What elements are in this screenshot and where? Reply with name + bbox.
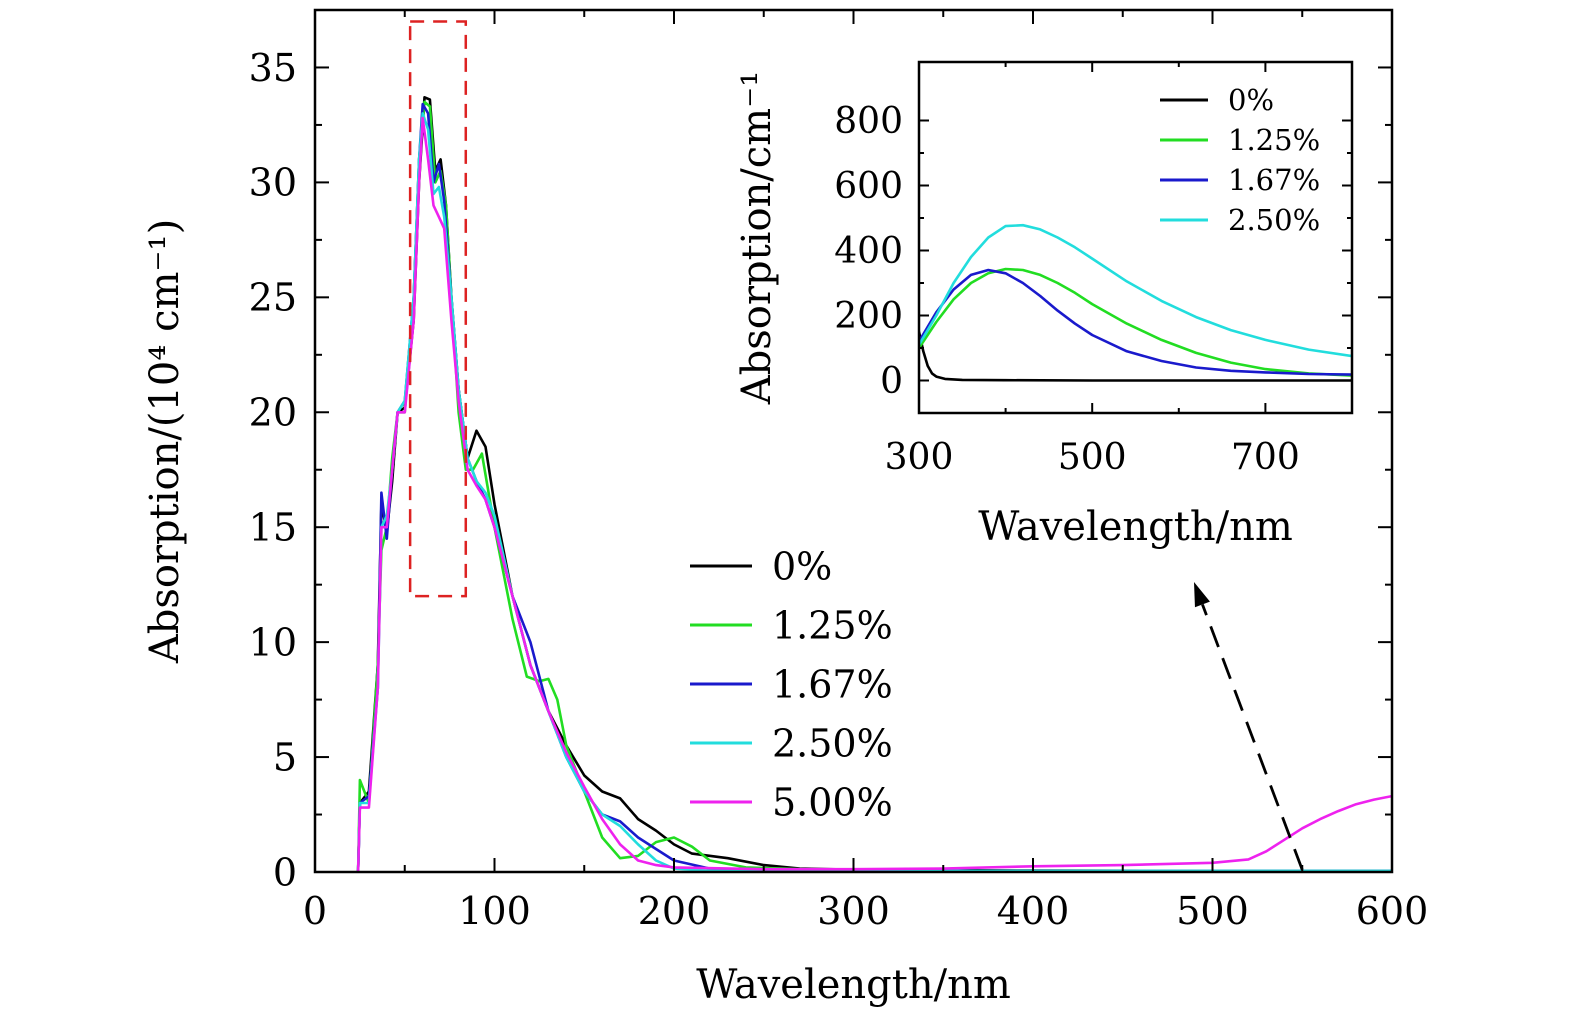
inset-pointer-arrow-head (1194, 582, 1210, 608)
inset-legend-label-0: 0% (1228, 83, 1274, 117)
main-y-tick-label: 20 (249, 391, 297, 435)
inset-legend-label-1-25: 1.25% (1228, 123, 1320, 157)
inset-series-line-1-25 (919, 267, 1352, 377)
inset-y-tick-label: 600 (834, 166, 903, 207)
inset-legend-label-1-67: 1.67% (1228, 163, 1320, 197)
inset-pointer-arrow-shaft (1201, 603, 1304, 871)
inset-series-group (919, 223, 1352, 382)
main-y-axis-title: Absorption/(10⁴ cm⁻¹) (142, 219, 188, 664)
main-legend-label-1-25: 1.25% (772, 603, 893, 647)
main-x-tick-label: 600 (1356, 889, 1429, 933)
main-legend-label-1-67: 1.67% (772, 662, 893, 706)
inset-plot-frame (917, 60, 1354, 415)
inset-y-tick-label: 200 (834, 296, 903, 337)
main-legend-label-5-00: 5.00% (772, 780, 893, 824)
inset-y-tick-label: 400 (834, 231, 903, 272)
inset-x-tick-label: 300 (885, 437, 954, 478)
main-y-tick-label: 35 (249, 46, 297, 90)
main-x-tick-label: 500 (1176, 889, 1249, 933)
main-x-tick-label: 400 (997, 889, 1070, 933)
inset-series-line-2-50 (919, 223, 1352, 358)
peak-highlight-box (408, 20, 468, 598)
inset-y-tick-label: 0 (880, 361, 903, 402)
main-y-tick-label: 30 (249, 161, 297, 205)
main-y-tick-label: 0 (273, 850, 297, 894)
main-legend-label-2-50: 2.50% (772, 721, 893, 765)
main-x-tick-label: 300 (817, 889, 890, 933)
inset-plot: 300 500 700 0 200 400 600 800 Wavelength/nm Absor… (734, 60, 1354, 550)
main-series-group (356, 96, 1392, 872)
main-legend-label-0: 0% (772, 544, 832, 588)
main-x-tick-label: 0 (303, 889, 327, 933)
main-y-tick-label: 25 (249, 276, 297, 320)
main-y-tick-label: 15 (249, 506, 297, 550)
main-x-axis-title: Wavelength/nm (696, 962, 1011, 1008)
inset-x-tick-label: 700 (1231, 437, 1300, 478)
main-x-tick-label: 100 (458, 889, 531, 933)
inset-series-line-0 (919, 331, 1352, 382)
main-plot: 0 100 200 300 400 500 600 0 5 10 15 20 25 30 35 Wavelen… (142, 8, 1429, 1008)
inset-legend-label-2-50: 2.50% (1228, 203, 1320, 237)
annotations (408, 20, 1304, 871)
main-y-tick-label: 10 (249, 620, 297, 664)
inset-y-tick-label: 800 (834, 101, 903, 142)
main-x-tick-label: 200 (638, 889, 711, 933)
main-series-line-5-00 (356, 116, 1392, 872)
inset-x-axis-title: Wavelength/nm (978, 504, 1293, 550)
inset-series-line-1-67 (919, 268, 1352, 376)
inset-x-tick-label: 500 (1058, 437, 1127, 478)
main-y-tick-label: 5 (273, 735, 297, 779)
inset-y-axis-title: Absorption/cm⁻¹ (734, 71, 780, 406)
